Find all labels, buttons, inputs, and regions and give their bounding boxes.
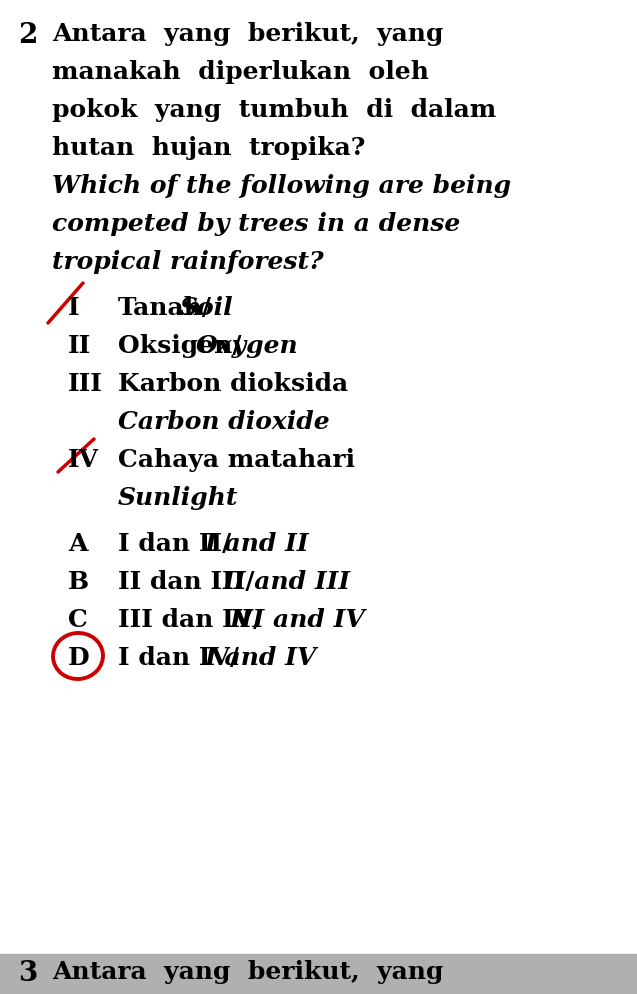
- Text: II: II: [68, 334, 91, 358]
- Text: III: III: [68, 372, 103, 396]
- Text: B: B: [68, 570, 89, 593]
- Text: Soil: Soil: [180, 295, 234, 320]
- Text: Cahaya matahari: Cahaya matahari: [118, 447, 355, 471]
- Text: I and II: I and II: [205, 532, 310, 556]
- Text: Antara  yang  berikut,  yang: Antara yang berikut, yang: [52, 959, 443, 983]
- Text: 2: 2: [18, 22, 38, 49]
- Text: Sunlight: Sunlight: [118, 485, 238, 510]
- Bar: [0, 954, 637, 994]
- Text: Tanah/: Tanah/: [118, 295, 212, 320]
- Text: D: D: [68, 645, 90, 669]
- Text: II dan III/: II dan III/: [118, 570, 255, 593]
- Text: II and III: II and III: [223, 570, 351, 593]
- Text: I dan II/: I dan II/: [118, 532, 231, 556]
- Text: III dan IV/: III dan IV/: [118, 607, 262, 631]
- Text: I dan IV/: I dan IV/: [118, 645, 239, 669]
- Text: manakah  diperlukan  oleh: manakah diperlukan oleh: [52, 60, 429, 83]
- Text: 3: 3: [18, 959, 37, 986]
- Text: Oxygen: Oxygen: [196, 334, 299, 358]
- Text: A: A: [68, 532, 87, 556]
- Text: Which of the following are being: Which of the following are being: [52, 174, 511, 198]
- Text: Carbon dioxide: Carbon dioxide: [118, 410, 329, 433]
- Text: pokok  yang  tumbuh  di  dalam: pokok yang tumbuh di dalam: [52, 97, 496, 122]
- Text: I: I: [68, 295, 80, 320]
- Text: IV: IV: [68, 447, 99, 471]
- Text: tropical rainforest?: tropical rainforest?: [52, 249, 324, 273]
- Text: C: C: [68, 607, 88, 631]
- Text: hutan  hujan  tropika?: hutan hujan tropika?: [52, 136, 366, 160]
- Text: Oksigen/: Oksigen/: [118, 334, 241, 358]
- Text: III and IV: III and IV: [230, 607, 366, 631]
- Text: Karbon dioksida: Karbon dioksida: [118, 372, 348, 396]
- Text: competed by trees in a dense: competed by trees in a dense: [52, 212, 461, 236]
- Text: I and IV: I and IV: [205, 645, 317, 669]
- Text: Antara  yang  berikut,  yang: Antara yang berikut, yang: [52, 22, 443, 46]
